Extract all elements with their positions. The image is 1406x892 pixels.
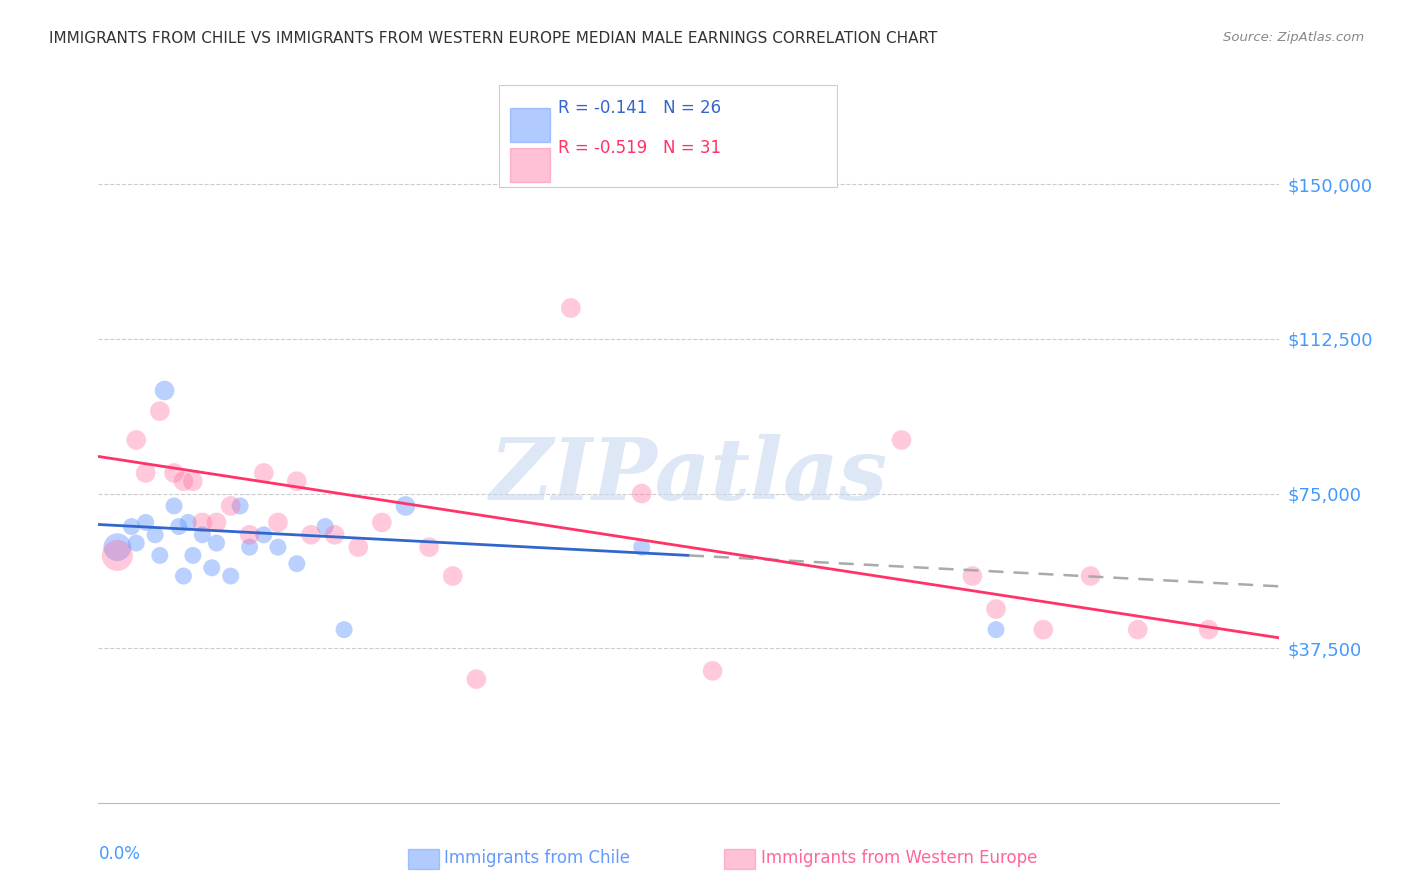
Point [394,499,416,513]
Point [267,516,290,530]
Point [702,664,724,678]
Text: ZIPatlas: ZIPatlas [489,434,889,517]
Point [205,516,228,530]
Point [1080,569,1102,583]
Point [153,384,176,398]
Point [229,499,252,513]
Point [285,474,308,488]
Point [172,474,194,488]
Point [191,516,214,530]
Point [149,404,172,418]
Point [253,466,276,480]
Point [347,540,370,554]
Point [177,516,200,530]
Point [172,569,194,583]
Text: R = -0.141   N = 26: R = -0.141 N = 26 [558,99,721,117]
Point [267,540,290,554]
Text: Immigrants from Western Europe: Immigrants from Western Europe [761,849,1038,867]
Point [418,540,440,554]
Point [125,536,148,550]
Point [181,474,204,488]
Point [191,528,214,542]
Point [299,528,322,542]
Text: Immigrants from Chile: Immigrants from Chile [444,849,630,867]
Point [560,301,582,315]
Point [143,528,166,542]
Point [630,540,652,554]
Point [205,536,228,550]
Point [181,549,204,563]
Point [441,569,464,583]
Point [1126,623,1149,637]
Point [323,528,346,542]
Point [962,569,984,583]
Point [163,499,186,513]
Point [1198,623,1220,637]
Point [149,549,172,563]
Point [314,519,336,533]
Point [1032,623,1054,637]
Point [239,528,262,542]
Point [105,549,128,563]
Point [371,516,394,530]
Point [984,602,1007,616]
Point [121,519,143,533]
Point [167,519,190,533]
Point [984,623,1007,637]
Text: IMMIGRANTS FROM CHILE VS IMMIGRANTS FROM WESTERN EUROPE MEDIAN MALE EARNINGS COR: IMMIGRANTS FROM CHILE VS IMMIGRANTS FROM… [49,31,938,46]
Point [105,540,128,554]
Point [465,672,488,686]
Point [890,433,912,447]
Text: Source: ZipAtlas.com: Source: ZipAtlas.com [1223,31,1364,45]
Point [219,569,242,583]
Point [239,540,262,554]
Text: 0.0%: 0.0% [98,845,141,863]
Point [253,528,276,542]
Point [163,466,186,480]
Text: R = -0.519   N = 31: R = -0.519 N = 31 [558,139,721,157]
Point [630,486,652,500]
Point [135,516,157,530]
Point [285,557,308,571]
Point [333,623,356,637]
Point [219,499,242,513]
Point [201,561,224,575]
Point [135,466,157,480]
Point [125,433,148,447]
